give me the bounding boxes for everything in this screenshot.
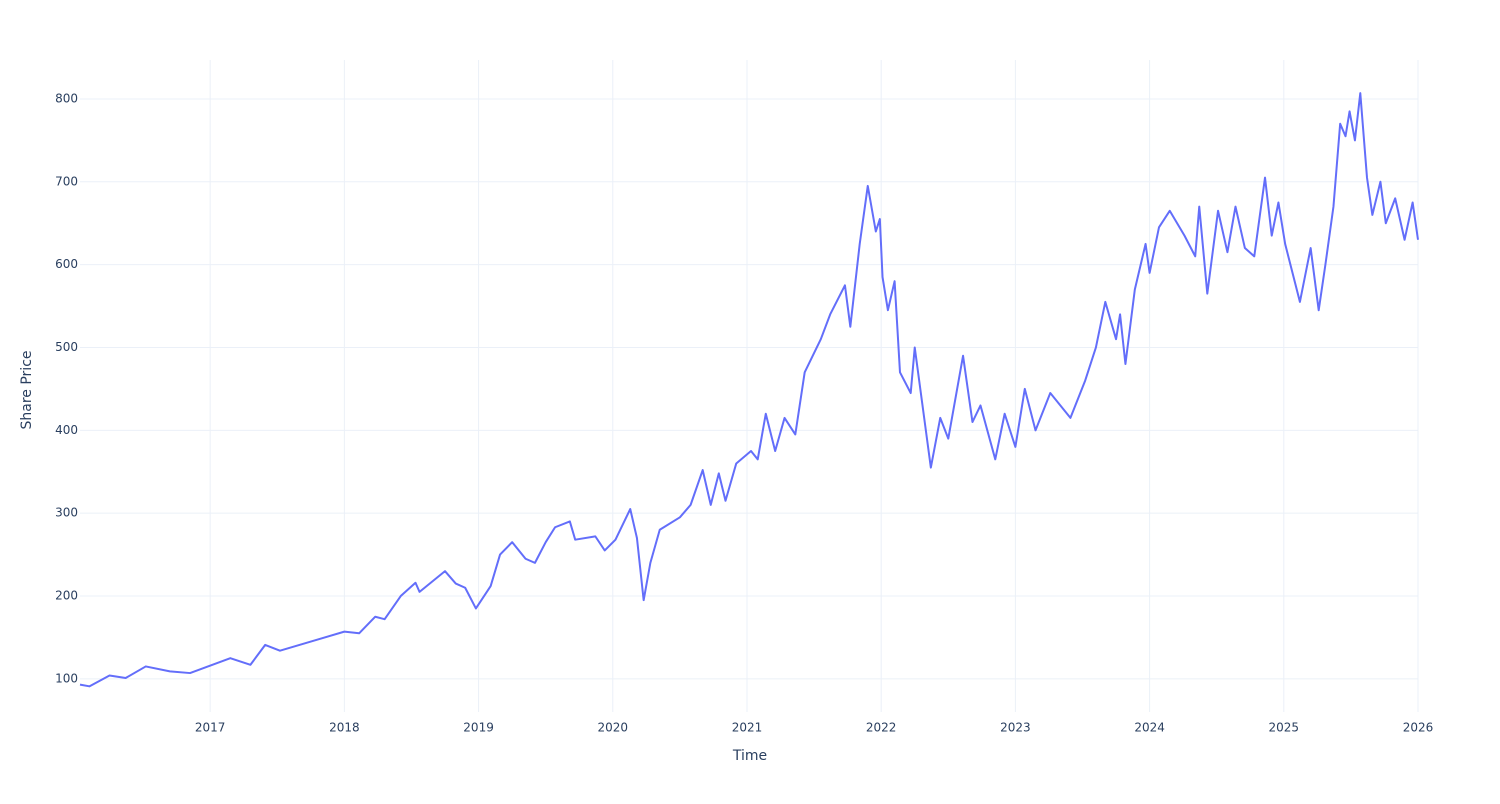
x-tick-label: 2026 [1403, 721, 1434, 735]
x-tick-label: 2017 [195, 721, 226, 735]
y-tick-label: 200 [55, 589, 78, 603]
y-tick-label: 500 [55, 340, 78, 354]
y-tick-label: 400 [55, 423, 78, 437]
y-tick-label: 100 [55, 671, 78, 685]
x-tick-label: 2020 [598, 721, 629, 735]
x-tick-label: 2019 [463, 721, 494, 735]
y-tick-label: 800 [55, 91, 78, 105]
x-tick-label: 2022 [866, 721, 897, 735]
y-axis-title: Share Price [19, 350, 35, 429]
y-tick-label: 300 [55, 506, 78, 520]
grid-layer [80, 60, 1419, 712]
x-tick-label: 2018 [329, 721, 360, 735]
price-line [79, 92, 1419, 688]
x-tick-label: 2025 [1269, 721, 1300, 735]
y-tick-label: 700 [55, 174, 78, 188]
y-tick-label: 600 [55, 257, 78, 271]
x-tick-label: 2023 [1000, 721, 1031, 735]
x-tick-label: 2024 [1134, 721, 1165, 735]
x-tick-label: 2021 [732, 721, 763, 735]
x-axis-title: Time [732, 748, 767, 764]
